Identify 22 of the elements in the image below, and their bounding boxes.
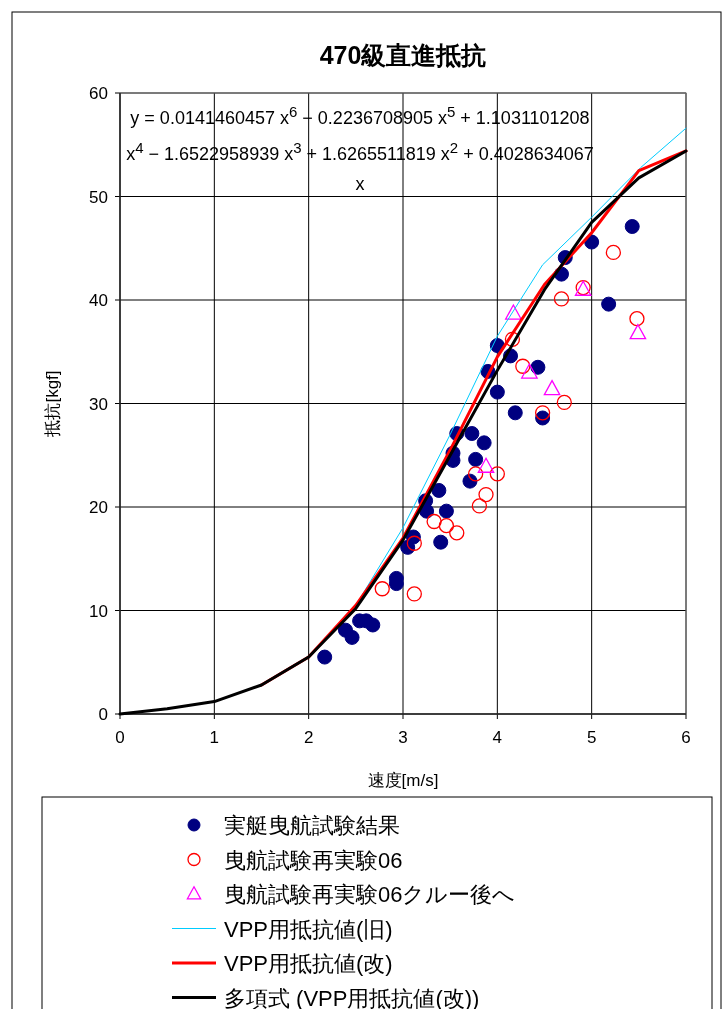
x-tick-label: 3 (398, 728, 408, 747)
y-axis-title: 抵抗[kgf] (43, 370, 62, 438)
legend-label: 曳航試験再実験06クルー後へ (224, 882, 516, 907)
y-tick-label: 20 (89, 498, 108, 517)
legend-label: 曳航試験再実験06 (224, 847, 403, 873)
x-tick-label: 5 (586, 728, 597, 747)
legend-label: VPP用抵抗値(旧) (224, 916, 393, 942)
legend-label: 実艇曳航試験結果 (224, 813, 400, 838)
x-tick-label: 2 (303, 728, 314, 747)
legend-label: VPP用抵抗値(改) (224, 951, 393, 976)
x-tick-label: 4 (492, 728, 503, 747)
x-axis-title: 速度[m/s] (367, 771, 439, 790)
y-tick-label: 50 (89, 187, 108, 207)
y-tick-label: 30 (89, 394, 108, 414)
x-tick-label: 1 (209, 728, 220, 747)
y-tick-label: 10 (89, 601, 108, 621)
chart-title: 470級直進抵抗 (319, 41, 487, 69)
y-tick-label: 0 (98, 705, 108, 724)
y-tick-label: 40 (89, 291, 108, 310)
x-tick-label: 6 (681, 728, 691, 747)
x-tick-label: 0 (115, 728, 125, 747)
y-tick-label: 60 (89, 84, 108, 103)
